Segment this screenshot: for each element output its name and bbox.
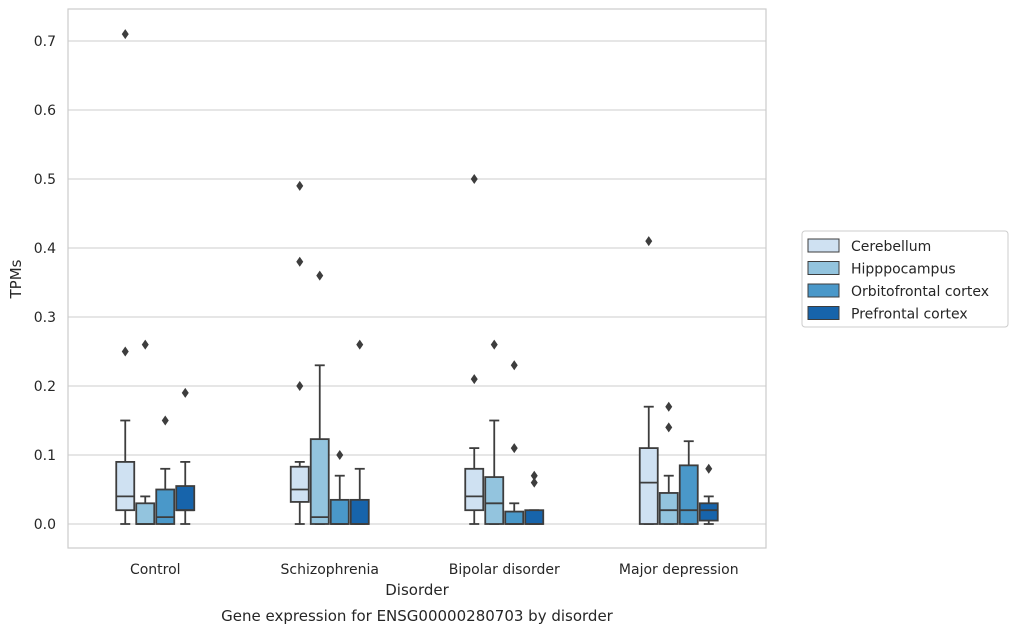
legend-swatch (807, 306, 840, 320)
box-hipppocampus (309, 364, 330, 525)
legend-label: Cerebellum (851, 239, 931, 255)
y-tick-label: 0.0 (34, 517, 56, 533)
boxes (115, 364, 719, 525)
y-tick-label: 0.6 (34, 103, 56, 119)
box-orbitofrontal-cortex (678, 440, 699, 525)
box-iqr (155, 488, 176, 525)
box-orbitofrontal-cortex (155, 467, 176, 525)
box-cerebellum (115, 419, 136, 525)
y-tick-label: 0.2 (34, 379, 56, 395)
y-tick-label: 0.4 (34, 241, 56, 257)
box-cerebellum (289, 460, 310, 525)
outlier-point (645, 236, 653, 247)
outlier-point (470, 174, 478, 184)
legend-item: Cerebellum (807, 238, 931, 255)
legend-item: Orbitofrontal cortex (807, 283, 989, 300)
y-axis-label: TPMs (7, 259, 25, 299)
outlier-point (296, 381, 304, 391)
outlier-point (336, 450, 344, 460)
box-prefrontal-cortex (349, 467, 370, 525)
x-tick-label: Schizophrenia (281, 562, 379, 578)
outlier-point (470, 374, 478, 385)
box-orbitofrontal-cortex (504, 502, 525, 525)
box-iqr (349, 498, 370, 525)
box-hipppocampus (658, 474, 679, 525)
outlier-point (141, 339, 149, 350)
chart-title: Gene expression for ENSG00000280703 by d… (221, 607, 614, 625)
box-prefrontal-cortex (698, 495, 719, 525)
box-iqr (115, 460, 136, 512)
outlier-point (665, 401, 673, 412)
y-tick-label: 0.1 (34, 448, 56, 464)
box-cerebellum (638, 405, 659, 525)
box-prefrontal-cortex (524, 509, 545, 525)
x-tick-label: Major depression (619, 562, 739, 578)
box-iqr (658, 492, 679, 525)
legend-swatch (807, 238, 840, 253)
outlier-point (510, 443, 518, 454)
box-cerebellum (464, 447, 485, 525)
box-hipppocampus (135, 495, 156, 525)
box-iqr (464, 467, 485, 512)
box-iqr (135, 502, 156, 525)
outlier-point (181, 387, 189, 398)
y-tick-labels: 0.0 0.1 0.2 0.3 0.4 0.5 0.6 0.7 (34, 34, 56, 533)
y-tick-label: 0.7 (34, 34, 56, 50)
legend-label: Orbitofrontal cortex (851, 284, 989, 300)
y-tick-label: 0.5 (34, 172, 56, 188)
box-iqr (504, 510, 525, 525)
outlier-point (530, 477, 538, 488)
outlier-point (296, 180, 304, 191)
outlier-point (705, 463, 713, 474)
box-iqr (678, 464, 699, 525)
legend: Cerebellum Hipppocampus Orbitofrontal cort… (801, 230, 1009, 328)
x-axis-label: Disorder (385, 581, 449, 599)
legend-label: Hipppocampus (851, 262, 956, 278)
outlier-point (490, 339, 498, 350)
x-tick-label: Control (130, 562, 181, 578)
legend-item: Hipppocampus (807, 261, 956, 278)
legend-item: Prefrontal cortex (807, 306, 968, 323)
outlier-point (121, 29, 129, 40)
gridlines (68, 40, 766, 525)
outlier-point (296, 256, 304, 267)
x-tick-labels: Control Schizophrenia Bipolar disorder Majo… (130, 562, 739, 578)
box-prefrontal-cortex (175, 460, 196, 525)
box-iqr (524, 509, 545, 525)
plot-frame (67, 8, 767, 549)
outlier-point (510, 360, 518, 371)
legend-label: Prefrontal cortex (851, 307, 968, 323)
outlier-point (356, 339, 364, 350)
outlier-point (665, 422, 673, 433)
box-iqr (289, 465, 310, 503)
legend-swatch (807, 261, 840, 275)
box-iqr (329, 498, 350, 525)
outlier-point (530, 470, 538, 481)
box-iqr (698, 502, 719, 522)
legend-frame (801, 230, 1009, 328)
box-iqr (309, 438, 330, 525)
y-tick-label: 0.3 (34, 310, 56, 326)
box-iqr (638, 447, 659, 525)
legend-swatch (807, 283, 840, 298)
outlier-point (161, 415, 169, 426)
outlier-point (316, 270, 324, 281)
outlier-points (121, 29, 713, 488)
box-orbitofrontal-cortex (329, 474, 350, 525)
box-iqr (175, 485, 196, 512)
x-tick-label: Bipolar disorder (449, 562, 560, 578)
outlier-point (121, 346, 129, 357)
box-iqr (484, 476, 505, 525)
box-hipppocampus (484, 419, 505, 525)
